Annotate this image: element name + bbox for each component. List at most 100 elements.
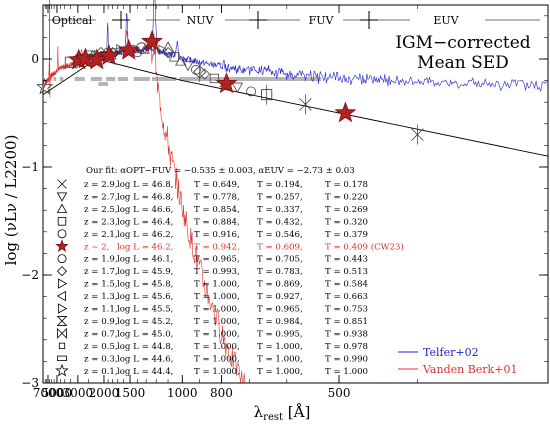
legend-transmission-nuv: T = 0.927, [257, 292, 303, 302]
y-tick-label: −3 [21, 376, 39, 390]
band-label: Optical [52, 14, 93, 27]
legend-transmission-nuv: T = 0.965, [257, 305, 303, 315]
legend-transmission-a: T = 1.000, [194, 280, 240, 290]
marker-star-red [141, 30, 163, 52]
legend-transmission-fuv: T = 0.220 [325, 192, 368, 202]
legend-transmission-nuv: T = 0.783, [257, 267, 303, 277]
legend-transmission-a: T = 1.000, [194, 354, 240, 364]
legend-transmission-nuv: T = 0.609, [257, 242, 303, 252]
chart-title-line1: IGM−corrected [395, 33, 530, 53]
x-tick-label: 3000 [63, 386, 94, 400]
marker-star-open [55, 363, 69, 377]
legend-transmission-a: T = 0.993, [194, 267, 240, 277]
marker-star-red [55, 239, 69, 252]
legend-transmission-a: T = 0.778, [194, 192, 240, 202]
legend-transmission-nuv: T = 0.984, [257, 317, 303, 327]
legend-redshift: z = 0.3, [84, 354, 118, 364]
legend-redshift: z = 1.5, [84, 280, 118, 290]
legend-transmission-nuv: T = 0.257, [257, 192, 303, 202]
marker-box-small [58, 342, 66, 349]
legend-luminosity: log L = 44.8, [117, 342, 173, 352]
legend-transmission-a: T = 1.000, [194, 317, 240, 327]
legend-redshift: z = 2.9, [84, 180, 118, 190]
y-tick-label: −2 [21, 268, 39, 282]
legend-transmission-nuv: T = 1.000, [257, 367, 303, 377]
legend-transmission-fuv: T = 0.851 [325, 317, 368, 327]
marker-star-red [98, 44, 120, 66]
legend-luminosity: log L = 45.0, [117, 329, 173, 339]
legend-redshift: z = 1.1, [84, 305, 118, 315]
legend-redshift: z = 0.7, [84, 329, 118, 339]
legend-luminosity: log L = 46.2, [117, 242, 173, 252]
x-tick-label: 7000 [33, 386, 64, 400]
band-label: EUV [433, 14, 459, 27]
marker-triangle-right [158, 44, 168, 55]
legend-redshift: z = 0.5, [84, 342, 118, 352]
marker-triangle-left [56, 290, 66, 302]
x-tick-label: 5000 [42, 386, 73, 400]
legend-transmission-a: T = 0.854, [194, 205, 240, 215]
marker-triangle-down [231, 82, 244, 93]
legend-redshift: z = 2.3, [84, 217, 118, 227]
legend-luminosity: log L = 44.6, [117, 354, 173, 364]
legend-transmission-a: T = 0.649, [194, 180, 240, 190]
legend-luminosity: log L = 46.4, [117, 217, 173, 227]
filter-band-bar [151, 77, 177, 81]
legend-transmission-a: T = 1.000, [194, 292, 240, 302]
legend-transmission-nuv: T = 0.869, [257, 280, 303, 290]
marker-square [209, 73, 220, 84]
plot-border [42, 4, 549, 384]
marker-hourglass [56, 316, 68, 326]
legend-transmission-a: T = 0.916, [194, 230, 240, 240]
filter-band-bar [74, 77, 85, 81]
legend-redshift: z ~ 2, [84, 242, 109, 252]
legend-transmission-a: T = 1.000, [194, 342, 240, 352]
marker-star-red [334, 101, 357, 123]
x-tick-label: 2000 [89, 386, 120, 400]
legend-layer: z = 2.9, log L = 46.8, T = 0.649, T = 0.194… [55, 179, 517, 377]
legend-transmission-a: T = 1.000, [194, 305, 240, 315]
fit-text: Our fit: αOPT−FUV = −0.535 ± 0.003, αEUV… [86, 166, 355, 176]
legend-redshift: z = 1.7, [84, 267, 118, 277]
marker-triangle-up [175, 55, 187, 66]
filter-band-bar [90, 77, 103, 81]
legend-redshift: z = 2.1, [84, 230, 118, 240]
legend-transmission-fuv: T = 0.584 [325, 280, 369, 290]
legend-transmission-nuv: T = 0.432, [257, 217, 303, 227]
text-layer: IGM−corrected Mean SED λrest [Å] log (νL… [2, 33, 531, 423]
legend-transmission-a: T = 0.884, [194, 217, 240, 227]
legend-transmission-nuv: T = 0.337, [257, 205, 303, 215]
legend-transmission-fuv: T = 0.990 [325, 354, 368, 364]
chart-title-line2: Mean SED [417, 53, 509, 73]
filter-band-bar [117, 77, 129, 81]
legend-transmission-a: T = 1.000, [194, 367, 240, 377]
legend-luminosity: log L = 45.8, [117, 280, 173, 290]
marker-triangle-down [56, 192, 68, 202]
y-axis-label: log (νLν / L2200) [2, 135, 20, 266]
legend-transmission-fuv: T = 0.178 [325, 180, 368, 190]
marker-star-open [36, 78, 54, 95]
legend-transmission-nuv: T = 0.705, [257, 255, 303, 265]
filter-band-bar [59, 77, 64, 81]
legend-redshift: z = 0.1, [84, 367, 118, 377]
filter-band-bar [98, 82, 109, 86]
series-legend-label: Telfer+02 [423, 346, 479, 359]
marker-circle [57, 254, 67, 264]
marker-diamond [56, 266, 68, 277]
legend-transmission-a: T = 1.000, [194, 329, 240, 339]
legend-luminosity: log L = 46.6, [117, 205, 173, 215]
marker-star-red [74, 47, 97, 69]
legend-transmission-nuv: T = 1.000, [257, 342, 303, 352]
marker-square [57, 217, 67, 226]
y-tick-label: −1 [21, 160, 39, 174]
legend-transmission-fuv: T = 0.938 [325, 329, 368, 339]
legend-redshift: z = 2.7, [84, 192, 118, 202]
marker-rect [57, 355, 67, 361]
legend-luminosity: log L = 46.8, [117, 180, 173, 190]
x-tick-label: 1500 [115, 386, 146, 400]
legend-luminosity: log L = 46.2, [117, 230, 173, 240]
legend-redshift: z = 1.9, [84, 255, 118, 265]
legend-redshift: z = 2.5, [84, 205, 118, 215]
